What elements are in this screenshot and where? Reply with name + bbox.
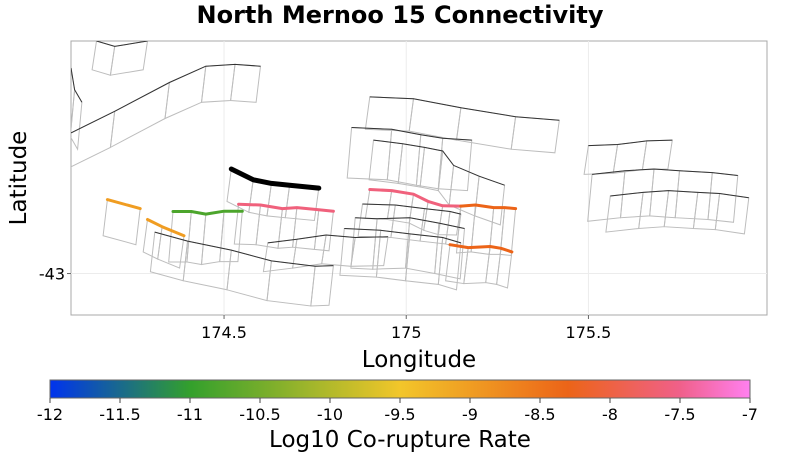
fault-trace	[610, 190, 749, 199]
fault-trace	[588, 139, 673, 147]
x-axis-label: Longitude	[362, 347, 476, 373]
co-rupture-trace	[368, 188, 463, 208]
colorbar-gradient	[49, 379, 751, 399]
fault-trace	[96, 41, 148, 47]
colorbar-tick-label: -12	[37, 405, 63, 424]
colorbar-ticks: -12 -11.5 -11 -10.5 -10 -9.5 -9 -8.5 -8 -7.5 -7	[37, 398, 758, 424]
colorbar: -12 -11.5 -11 -10.5 -10 -9.5 -9 -8.5 -8 -7.5 -7	[37, 379, 758, 424]
colorbar-tick-label: -8.5	[524, 405, 555, 424]
x-tick-label: 175	[391, 323, 422, 342]
x-axis-ticks: 174.5 175 175.5	[201, 315, 611, 342]
colorbar-tick-label: -7	[742, 405, 758, 424]
fault-trace	[154, 231, 334, 267]
colorbar-tick-label: -10	[317, 405, 343, 424]
fault-trace	[267, 234, 389, 244]
chart-title: North Mernoo 15 Connectivity	[197, 1, 604, 29]
fault-trace	[373, 139, 505, 186]
fault-trace	[362, 203, 462, 215]
source-section-trace	[228, 166, 322, 191]
colorbar-tick-label: -9.5	[384, 405, 415, 424]
x-tick-label: 175.5	[566, 323, 612, 342]
co-rupture-trace	[459, 203, 518, 211]
colorbar-tick-label: -10.5	[239, 405, 280, 424]
colorbar-tick-label: -9	[462, 405, 478, 424]
colorbar-tick-label: -11	[177, 405, 203, 424]
co-rupture-trace	[146, 218, 186, 238]
colored-fault-traces	[105, 188, 518, 254]
x-tick-label: 174.5	[201, 323, 247, 342]
colorbar-tick-label: -8	[602, 405, 618, 424]
plot-frame	[70, 40, 768, 316]
colorbar-tick-label: -7.5	[664, 405, 695, 424]
co-rupture-trace	[171, 209, 244, 216]
co-rupture-trace	[105, 198, 142, 211]
fault-trace	[592, 168, 738, 176]
fault-trace	[351, 127, 472, 141]
co-rupture-trace	[237, 202, 335, 213]
fault-trace	[344, 228, 462, 244]
fault-trace	[355, 217, 465, 229]
plot-area	[70, 40, 768, 316]
y-axis-label: Latitude	[6, 131, 32, 226]
colorbar-label: Log10 Co-rupture Rate	[269, 427, 531, 453]
y-tick-label: -43	[39, 265, 65, 284]
fault-trace	[71, 63, 261, 134]
co-rupture-trace	[448, 243, 514, 254]
source-section-line	[228, 166, 322, 191]
y-axis-ticks: -43	[39, 265, 71, 284]
fault-trace	[71, 67, 83, 103]
fault-trace	[369, 96, 560, 121]
colorbar-tick-label: -11.5	[99, 405, 140, 424]
fault-traces	[71, 41, 749, 267]
